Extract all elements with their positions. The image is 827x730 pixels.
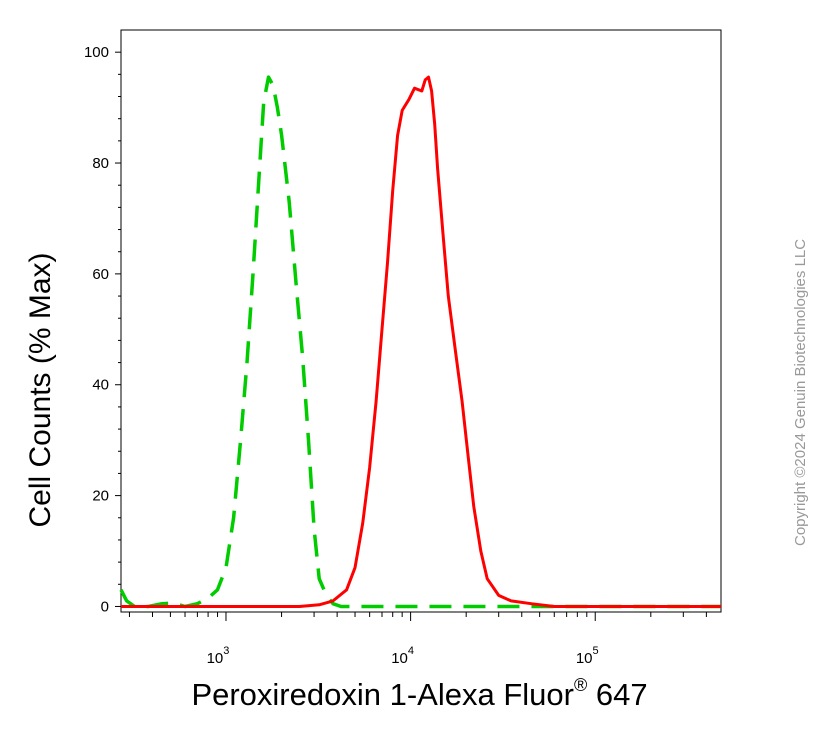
sample-series-line (121, 75, 721, 608)
x-tick-label-exponent: 4 (408, 645, 414, 657)
x-tick-label-base: 10 (576, 650, 593, 667)
x-axis-label-main: Peroxiredoxin 1-Alexa Fluor (191, 677, 574, 712)
y-axis: 0 20 40 60 80 100 (84, 44, 121, 615)
registered-mark: ® (573, 675, 588, 695)
x-axis: 103 104 105 (128, 612, 707, 667)
y-tick-label: 60 (92, 266, 109, 283)
control-series-line (119, 75, 721, 609)
x-tick-label-exponent: 5 (593, 645, 599, 657)
x-tick-label: 104 (391, 645, 414, 667)
y-tick-label: 80 (92, 155, 109, 172)
x-tick-label-base: 10 (391, 650, 408, 667)
x-axis-label: Peroxiredoxin 1-Alexa Fluor® 647 (0, 675, 827, 713)
x-axis-label-tail: 647 (587, 677, 648, 712)
x-tick-label: 103 (207, 645, 230, 667)
y-tick-label: 0 (101, 598, 109, 615)
plot-frame (120, 29, 722, 613)
x-tick-label-base: 10 (207, 650, 224, 667)
y-tick-label: 20 (92, 488, 109, 505)
y-tick-label: 40 (92, 377, 109, 394)
x-tick-label: 105 (576, 645, 599, 667)
y-tick-label: 100 (84, 44, 109, 61)
series-layer (119, 75, 721, 609)
copyright-notice: Copyright ©2024 Genuin Biotechnologies L… (792, 238, 809, 546)
y-axis-label: Cell Counts (% Max) (24, 252, 57, 527)
x-tick-label-exponent: 3 (223, 645, 229, 657)
